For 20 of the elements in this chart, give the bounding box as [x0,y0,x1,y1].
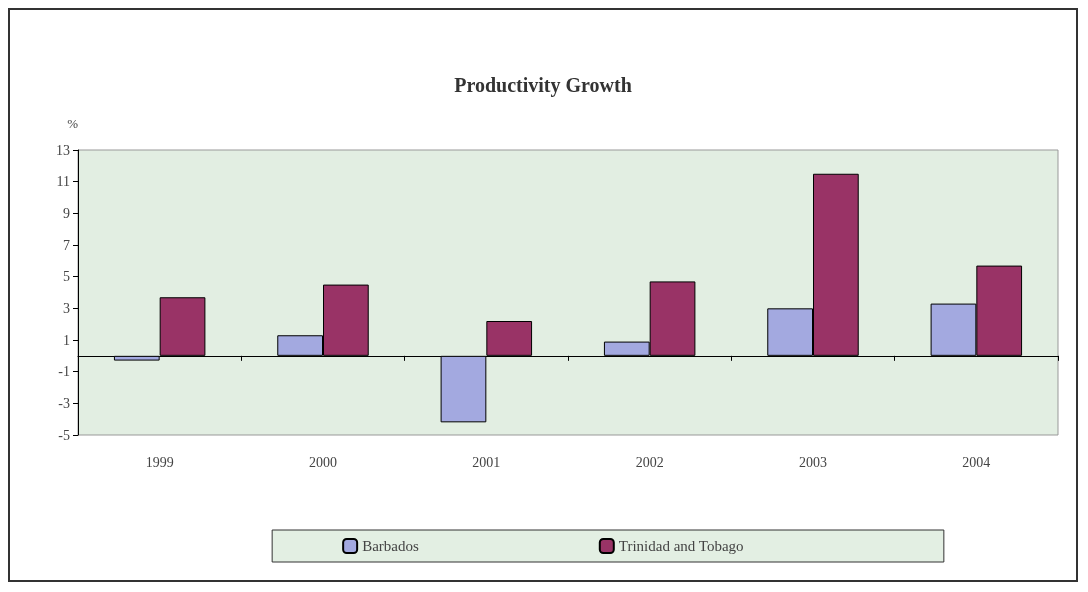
x-tick-label: 2004 [962,454,991,470]
y-axis-title: % [67,116,79,131]
x-tick-label: 2001 [472,454,501,470]
y-tick-label: 11 [56,174,70,190]
x-tick-label: 1999 [145,454,174,470]
y-tick-label: -1 [58,364,70,380]
y-tick-label: -3 [58,395,70,411]
x-tick-label: 2003 [799,454,827,470]
x-tick-label: 2002 [635,454,664,470]
y-tick-label: 1 [63,332,70,348]
x-tick-label: 2000 [309,454,337,470]
y-tick-label: 9 [63,205,70,221]
legend-label: Barbados [362,538,419,554]
y-tick-label: 13 [56,142,70,158]
legend-label: Trinidad and Tobago [618,538,744,554]
y-tick-label: -5 [58,427,70,443]
y-tick-label: 5 [63,269,70,285]
y-tick-label: 7 [63,237,70,253]
chart-title: Productivity Growth [454,74,632,97]
y-tick-label: 3 [63,300,70,316]
